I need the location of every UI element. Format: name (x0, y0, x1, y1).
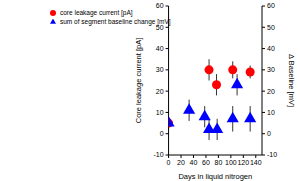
svg-text:20: 20 (156, 88, 164, 95)
svg-text:60: 60 (267, 2, 275, 9)
svg-text:120: 120 (237, 159, 249, 166)
svg-text:0: 0 (267, 130, 271, 137)
svg-text:30: 30 (156, 66, 164, 73)
svg-text:-10: -10 (153, 151, 163, 158)
svg-text:10: 10 (156, 109, 164, 116)
html-text:sum of segment baseline change: sum of segment baseline change [mV] (60, 18, 171, 25)
svg-text:20: 20 (267, 88, 275, 95)
svg-text:-10: -10 (267, 151, 277, 158)
svg-text:Core leakage current [pA]: Core leakage current [pA] (134, 38, 143, 123)
svg-text:40: 40 (190, 159, 198, 166)
svg-text:0: 0 (167, 159, 171, 166)
svg-text:10: 10 (267, 109, 275, 116)
svg-text:60: 60 (156, 2, 164, 9)
svg-text:60: 60 (202, 159, 210, 166)
svg-text:40: 40 (267, 45, 275, 52)
svg-text:Δ Baseline [mV]: Δ Baseline [mV] (287, 54, 292, 107)
svg-text:140: 140 (250, 159, 262, 166)
svg-text:20: 20 (177, 159, 185, 166)
svg-text:30: 30 (267, 66, 275, 73)
svg-text:100: 100 (225, 159, 237, 166)
svg-text:0: 0 (160, 130, 164, 137)
svg-text:80: 80 (214, 159, 222, 166)
svg-text:50: 50 (156, 24, 164, 31)
svg-text:40: 40 (156, 45, 164, 52)
svg-text:Days in liquid nitrogen: Days in liquid nitrogen (178, 172, 252, 181)
html-text:core leakage current [pA]: core leakage current [pA] (60, 9, 133, 16)
svg-text:50: 50 (267, 24, 275, 31)
